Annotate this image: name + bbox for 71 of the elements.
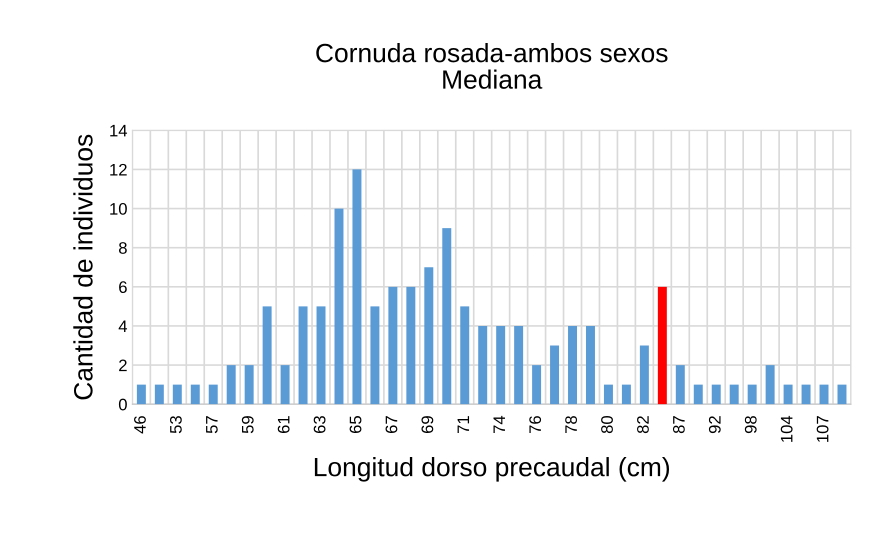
bar bbox=[550, 346, 560, 404]
x-tick-label: 104 bbox=[780, 416, 793, 442]
bar bbox=[136, 384, 146, 404]
bar bbox=[694, 384, 703, 404]
bar bbox=[460, 306, 470, 404]
x-tick-label: 53 bbox=[170, 416, 182, 434]
bar bbox=[658, 286, 667, 404]
bar bbox=[172, 384, 182, 404]
x-tick-label: 82 bbox=[637, 416, 649, 434]
x-tick-label: 71 bbox=[458, 416, 470, 434]
bar bbox=[748, 384, 757, 404]
bar bbox=[568, 326, 578, 404]
y-tick-label: 2 bbox=[119, 360, 127, 372]
bar bbox=[406, 286, 416, 404]
bar bbox=[280, 365, 290, 404]
bar bbox=[352, 169, 362, 404]
y-tick-label: 10 bbox=[110, 202, 127, 215]
x-tick-label: 69 bbox=[421, 416, 434, 434]
y-tick-label: 8 bbox=[118, 242, 127, 254]
x-tick-label: 92 bbox=[708, 416, 721, 434]
bar bbox=[370, 306, 380, 404]
bar bbox=[154, 384, 164, 404]
x-axis-title: Longitud dorso precaudal (cm) bbox=[314, 457, 670, 482]
bar bbox=[712, 384, 721, 404]
bar bbox=[208, 384, 218, 404]
chart-title: Cornuda rosada-ambos sexos Mediana bbox=[316, 42, 668, 89]
y-tick-label: 6 bbox=[119, 281, 127, 294]
bar bbox=[496, 326, 506, 404]
bar bbox=[802, 384, 811, 404]
bar bbox=[316, 306, 326, 404]
x-tick-label: 98 bbox=[744, 416, 757, 434]
y-tick-label: 4 bbox=[118, 320, 128, 332]
x-tick-label: 67 bbox=[386, 416, 398, 434]
x-tick-label: 57 bbox=[206, 416, 218, 434]
x-tick-label: 61 bbox=[278, 416, 290, 434]
bar bbox=[622, 384, 631, 404]
bar bbox=[478, 326, 488, 404]
bar bbox=[586, 326, 595, 404]
x-tick-label: 65 bbox=[350, 416, 362, 434]
bar bbox=[766, 365, 775, 404]
bar bbox=[514, 326, 524, 404]
x-tick-label: 46 bbox=[134, 416, 146, 434]
bar bbox=[334, 208, 344, 404]
bar bbox=[532, 365, 542, 404]
y-tick-label: 0 bbox=[118, 398, 127, 410]
x-tick-label: 80 bbox=[601, 416, 613, 434]
x-tick-label: 74 bbox=[494, 416, 505, 434]
x-tick-label: 76 bbox=[529, 416, 542, 434]
bar bbox=[730, 384, 739, 404]
bar bbox=[298, 306, 308, 404]
bar bbox=[424, 267, 434, 404]
x-tick-label: 63 bbox=[314, 416, 326, 434]
bar bbox=[442, 228, 452, 404]
bar bbox=[676, 365, 685, 404]
bar bbox=[262, 306, 272, 404]
bar bbox=[640, 346, 649, 404]
y-axis-title: Cantidad de individuos bbox=[73, 134, 93, 400]
x-tick-label: 59 bbox=[242, 416, 254, 434]
y-tick-label: 14 bbox=[110, 124, 128, 136]
bar bbox=[226, 365, 236, 404]
x-tick-label: 87 bbox=[672, 416, 685, 434]
bar bbox=[244, 365, 254, 404]
bar bbox=[820, 384, 829, 404]
y-tick-label: 12 bbox=[110, 164, 127, 176]
bar bbox=[604, 384, 613, 404]
x-tick-label: 107 bbox=[816, 416, 828, 442]
bar bbox=[190, 384, 200, 404]
bar bbox=[837, 384, 846, 404]
bar bbox=[388, 286, 398, 404]
x-tick-label: 78 bbox=[565, 416, 577, 434]
bar bbox=[784, 384, 793, 404]
